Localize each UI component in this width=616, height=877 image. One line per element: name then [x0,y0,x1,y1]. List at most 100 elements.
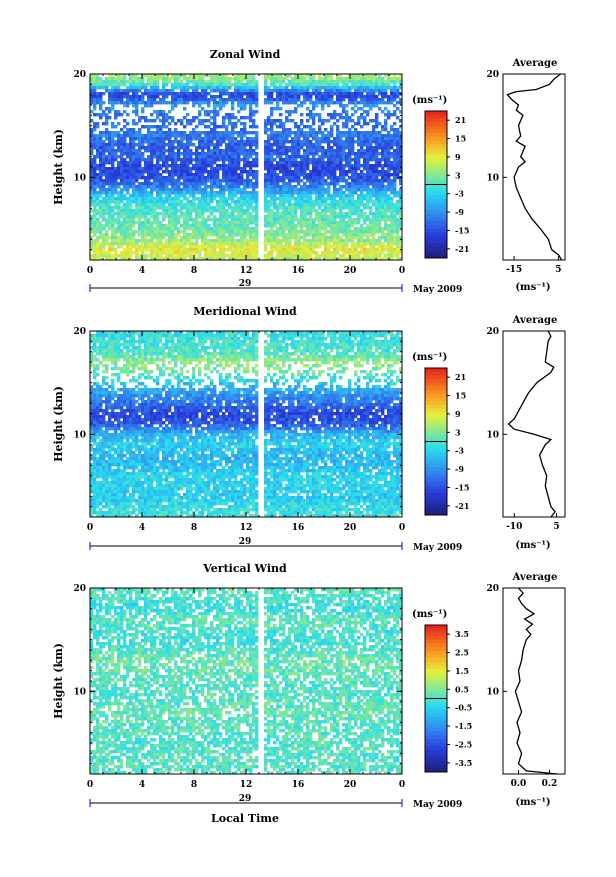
meridional-average-plot: -10 5 20 10 [486,327,566,532]
zonal-time-axis: 29 May 2009 [89,279,462,295]
x-tick-label: 0 [87,523,93,533]
x-tick-label: 12 [240,266,253,276]
colorbar-tick-label: -15 [455,225,469,235]
meridional-ylabel: Height (km) [52,386,65,462]
vertical-title: Vertical Wind [202,562,287,575]
average-profile-line [507,330,556,518]
x-tick-label: 8 [191,266,197,276]
zonal-colorbar [425,111,447,258]
colorbar-tick-label: 9 [455,409,461,419]
colorbar-tick-label: 21 [455,372,466,382]
vertical-colorbar [425,625,447,772]
x-tick-label: 12 [240,780,253,790]
y-tick-label: 20 [73,584,86,594]
colorbar-tick-label: -21 [455,501,469,511]
y-tick-label: 10 [73,430,86,440]
x-tick-label: 0 [87,266,93,276]
colorbar-tick-label: 3 [455,427,461,437]
zonal-wind-panel: Zonal Wind 0 4 8 12 16 20 0 20 10 Height (km) 29… [52,48,566,295]
colorbar-tick-label: 3 [455,170,461,180]
vertical-time-axis: 29 May 2009 [89,794,462,810]
x-tick-label: 0 [399,523,405,533]
zonal-colorbar-ticks: 21 15 9 3 -3 -9 -15 -21 [447,115,469,254]
colorbar-tick-label: -21 [455,244,469,254]
average-x-tick-label: -10 [506,522,522,532]
colorbar-tick-label: -3 [455,446,464,456]
y-tick-label: 10 [73,173,86,183]
meridional-colorbar [425,368,447,515]
x-tick-label: 4 [139,523,145,533]
vertical-colorbar-unit: (ms⁻¹) [412,609,447,620]
x-tick-label: 12 [240,523,253,533]
meridional-colorbar-ticks: 21 15 9 3 -3 -9 -15 -21 [447,372,469,511]
x-tick-label: 16 [292,523,305,533]
zonal-date-label: May 2009 [413,285,462,295]
meridional-wind-panel: Meridional Wind 0 4 8 12 16 20 0 20 10 Height (k… [52,305,566,553]
x-axis-label: Local Time [211,812,279,825]
colorbar-tick-label: 15 [455,391,466,401]
average-y-tick-label: 10 [486,687,499,697]
x-tick-label: 4 [139,780,145,790]
colorbar-tick-label: -9 [455,464,464,474]
meridional-ticks: 0 4 8 12 16 20 0 20 10 [73,327,405,533]
meridional-time-axis: 29 May 2009 [89,537,462,553]
average-x-tick-label: 0.0 [511,779,527,789]
colorbar-tick-label: -0.5 [455,703,472,713]
y-tick-label: 20 [73,327,86,337]
zonal-colorbar-unit: (ms⁻¹) [412,95,447,106]
colorbar-tick-label: -3.5 [455,758,472,768]
x-tick-label: 20 [344,523,357,533]
vertical-day-label: 29 [239,794,252,804]
colorbar-tick-label: 1.5 [455,666,469,676]
vertical-heatmap [90,588,402,774]
average-frame [502,73,566,261]
zonal-day-label: 29 [239,279,252,289]
average-x-tick-label: 5 [553,522,559,532]
colorbar-tick-label: 15 [455,134,466,144]
colorbar-tick-label: -15 [455,482,469,492]
average-frame [502,330,566,518]
average-y-tick-label: 10 [486,173,499,183]
colorbar-tick-label: -2.5 [455,739,472,749]
meridional-date-label: May 2009 [413,543,462,553]
average-x-tick-label: 0.2 [542,779,558,789]
zonal-average-unit: (ms⁻¹) [515,282,550,293]
colorbar-tick-label: -9 [455,207,464,217]
vertical-ylabel: Height (km) [52,643,65,719]
zonal-ylabel: Height (km) [52,129,65,205]
meridional-average-title: Average [512,315,558,326]
zonal-ticks: 0 4 8 12 16 20 0 20 10 [73,70,405,276]
x-tick-label: 8 [191,523,197,533]
average-y-tick-label: 10 [486,430,499,440]
average-y-tick-label: 20 [486,70,499,80]
meridional-day-label: 29 [239,537,252,547]
colorbar-tick-label: 2.5 [455,648,469,658]
vertical-colorbar-ticks: 3.5 2.5 1.5 0.5 -0.5 -1.5 -2.5 -3.5 [447,629,472,768]
zonal-average-plot: -15 5 20 10 [486,70,566,275]
colorbar-tick-label: -3 [455,189,464,199]
x-tick-label: 20 [344,266,357,276]
vertical-average-unit: (ms⁻¹) [515,797,550,808]
meridional-title: Meridional Wind [193,305,297,318]
average-x-tick-label: 5 [555,265,561,275]
x-tick-label: 16 [292,780,305,790]
average-frame [502,587,566,775]
vertical-average-plot: 0.0 0.2 20 10 [486,584,566,789]
vertical-wind-panel: Vertical Wind 0 4 8 12 16 20 0 20 10 Height (km)… [52,562,566,825]
x-tick-label: 8 [191,780,197,790]
average-y-tick-label: 20 [486,584,499,594]
average-x-tick-label: -15 [506,265,522,275]
average-profile-line [506,73,563,261]
average-profile-line [514,587,558,775]
x-tick-label: 0 [399,780,405,790]
x-tick-label: 0 [87,780,93,790]
zonal-title: Zonal Wind [210,48,281,61]
vertical-date-label: May 2009 [413,800,462,810]
y-tick-label: 20 [73,70,86,80]
zonal-heatmap [90,74,402,260]
x-tick-label: 0 [399,266,405,276]
y-tick-label: 10 [73,687,86,697]
meridional-heatmap [90,331,402,517]
average-y-tick-label: 20 [486,327,499,337]
